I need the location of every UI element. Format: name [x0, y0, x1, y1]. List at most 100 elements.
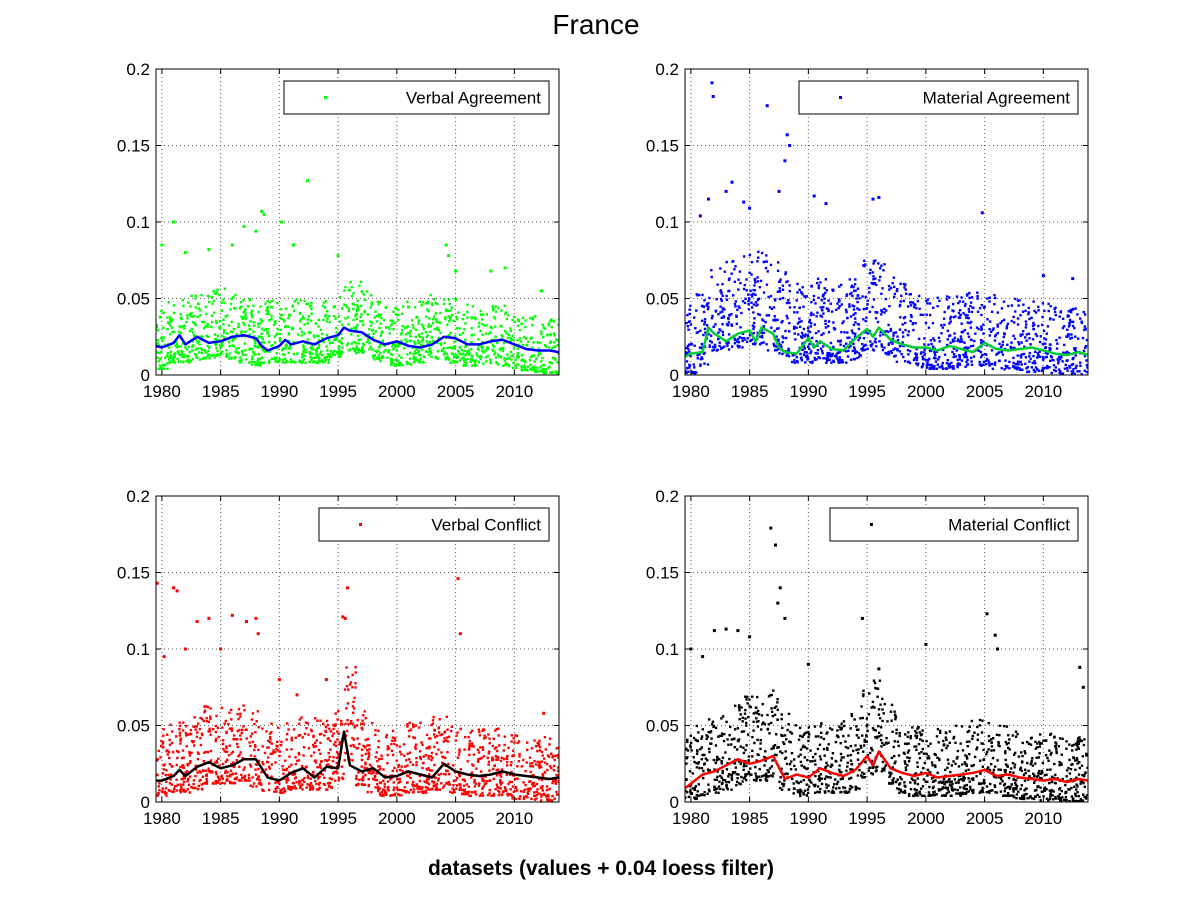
data-point [326, 349, 329, 352]
data-point [553, 758, 556, 762]
data-point [801, 293, 804, 296]
data-point [301, 736, 304, 739]
data-point [438, 788, 442, 791]
data-point [216, 781, 219, 784]
data-point [514, 786, 517, 789]
data-point [250, 357, 254, 361]
data-point [275, 744, 278, 747]
data-point [516, 354, 519, 357]
data-point [444, 316, 447, 319]
data-point [205, 312, 208, 316]
data-point [540, 330, 543, 333]
data-point [323, 734, 326, 737]
data-point [239, 734, 242, 737]
data-point [481, 318, 484, 321]
data-point [708, 345, 711, 348]
data-point [412, 791, 415, 794]
data-point [956, 338, 960, 341]
data-point [178, 325, 181, 328]
data-point [383, 785, 387, 788]
data-point [379, 313, 383, 316]
data-point [1012, 356, 1015, 360]
data-point [201, 733, 204, 737]
data-point [535, 793, 538, 797]
data-point [813, 323, 816, 326]
data-point [1018, 343, 1021, 346]
data-point [204, 357, 207, 360]
data-point [964, 354, 968, 357]
data-point [306, 318, 309, 321]
data-point [422, 325, 425, 328]
data-point [853, 289, 856, 293]
data-point [446, 728, 449, 731]
data-point [689, 304, 692, 308]
data-point [378, 300, 382, 304]
data-point [925, 752, 928, 756]
data-point [316, 361, 319, 364]
data-point [233, 781, 237, 785]
data-point [532, 341, 535, 344]
data-point [287, 351, 290, 354]
data-point [555, 790, 558, 794]
data-point [244, 308, 247, 311]
data-point [760, 341, 763, 345]
data-point [865, 316, 868, 319]
data-point [312, 751, 316, 754]
data-point [1016, 323, 1020, 326]
data-point [1059, 311, 1062, 314]
data-point [487, 332, 491, 335]
data-point [857, 327, 861, 331]
data-point [950, 361, 953, 364]
data-point [268, 741, 272, 744]
data-point [367, 771, 371, 774]
data-point [420, 741, 423, 744]
data-point [194, 306, 197, 309]
data-point [976, 310, 980, 313]
data-point [899, 300, 902, 303]
data-point [762, 291, 766, 294]
data-point [453, 790, 456, 794]
data-point [925, 363, 929, 367]
data-point [304, 351, 308, 354]
legend-box [318, 507, 550, 542]
data-point [845, 361, 848, 364]
data-point [203, 782, 207, 785]
data-point [864, 343, 867, 347]
data-point [455, 356, 458, 359]
data-point [253, 344, 256, 348]
data-point [163, 343, 167, 346]
data-point [533, 784, 537, 787]
data-point [316, 719, 319, 722]
data-point [480, 756, 483, 760]
data-point [333, 314, 336, 318]
data-point [168, 355, 171, 358]
data-point [552, 320, 556, 323]
data-point [366, 744, 369, 747]
data-point [241, 776, 244, 779]
data-point [221, 781, 224, 785]
data-point [832, 345, 835, 349]
data-point [156, 327, 158, 330]
data-point [838, 356, 842, 359]
data-point [981, 765, 984, 768]
data-point [555, 747, 558, 750]
data-point [1063, 343, 1066, 347]
data-point [204, 325, 207, 328]
data-point [319, 719, 322, 722]
data-point [437, 748, 440, 751]
data-point [981, 340, 985, 343]
x-tick-label: 1985 [202, 382, 240, 401]
data-point [175, 346, 178, 349]
data-point [692, 363, 695, 366]
data-point [767, 314, 771, 317]
data-point [967, 346, 970, 349]
data-point [848, 305, 851, 308]
data-point [872, 259, 876, 263]
data-point [770, 710, 774, 713]
data-point [940, 332, 943, 335]
data-point [434, 312, 437, 315]
data-point [315, 788, 319, 791]
data-point [312, 361, 315, 364]
data-point [354, 328, 357, 331]
data-point [994, 296, 997, 300]
